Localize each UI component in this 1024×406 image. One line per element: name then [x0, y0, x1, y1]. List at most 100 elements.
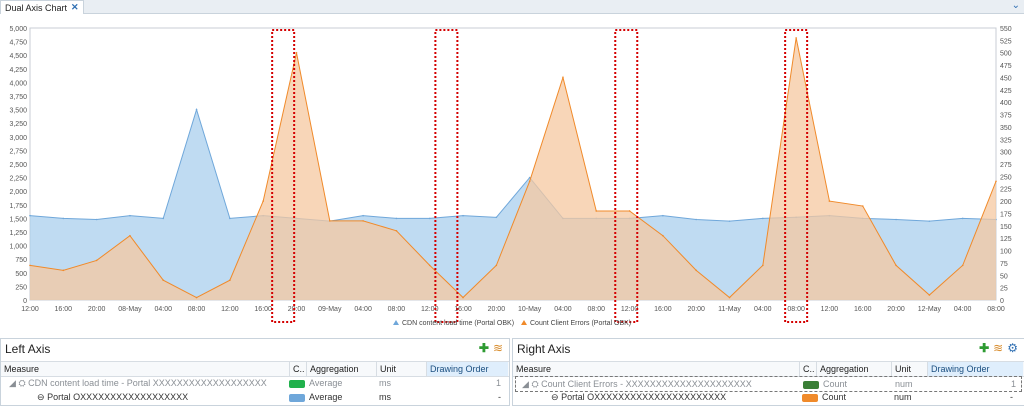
series-client-errors-point — [728, 296, 731, 299]
x-axis-tick-label: 09-May — [318, 306, 342, 313]
x-axis-tick-label: 08-May — [118, 306, 142, 313]
header-unit[interactable]: Unit — [891, 362, 927, 376]
series-client-errors-point — [462, 296, 464, 299]
settings-icon[interactable]: ⚙ — [1007, 341, 1018, 355]
add-measure-icon[interactable]: ✚ — [478, 341, 489, 355]
right-axis-tick-label: 0 — [1000, 298, 1004, 305]
right-axis-tick-label: 450 — [1000, 75, 1012, 82]
series-cdn-load-time-point — [195, 108, 198, 111]
series-cdn-load-time-point — [428, 217, 431, 220]
series-settings-icon[interactable]: ≋ — [993, 341, 1004, 355]
x-axis-tick-label: 20:00 — [88, 306, 106, 313]
series-cdn-load-time-point — [462, 214, 464, 217]
header-measure[interactable]: Measure — [4, 364, 40, 374]
series-client-errors-point — [762, 264, 764, 267]
left-row-1[interactable]: ⊖ Portal OXXXXXXXXXXXXXXXXXX Average ms … — [1, 390, 509, 404]
portal-icon: ⊖ — [37, 392, 45, 402]
series-cdn-load-time-point — [95, 218, 98, 221]
header-unit[interactable]: Unit — [376, 362, 426, 376]
header-color[interactable]: C.. — [289, 362, 306, 376]
header-drawing-order[interactable]: Drawing Order — [927, 362, 1023, 376]
series-client-errors-point — [162, 279, 165, 282]
series-cdn-load-time-point — [29, 214, 31, 217]
series-client-errors-point — [528, 180, 531, 183]
left-axis-tick-label: 4,750 — [9, 40, 27, 47]
legend-marker — [393, 320, 399, 325]
x-axis-tick-label: 12:00 — [221, 306, 239, 313]
right-axis-tick-label: 375 — [1000, 113, 1012, 120]
row-order: 1 — [1011, 379, 1017, 389]
series-cdn-load-time-point — [662, 214, 664, 217]
right-axis-tick-label: 300 — [1000, 150, 1012, 157]
color-swatch — [289, 393, 305, 402]
left-axis-tick-label: 500 — [15, 271, 27, 278]
series-client-errors-line — [29, 37, 997, 299]
series-client-errors-point — [961, 264, 964, 267]
right-axis-tick-label: 150 — [1000, 224, 1012, 231]
add-measure-icon[interactable]: ✚ — [979, 341, 990, 355]
series-client-errors-point — [229, 279, 231, 282]
series-client-errors-point — [262, 200, 264, 202]
color-swatch — [289, 379, 305, 388]
tab-bar: Dual Axis Chart ✕ ⌄ — [0, 0, 1024, 14]
close-icon[interactable]: ✕ — [71, 2, 79, 12]
right-axis-tick-label: 175 — [1000, 211, 1012, 218]
header-aggregation[interactable]: Aggregation — [306, 362, 376, 376]
left-axis-tick-label: 5,000 — [9, 26, 27, 33]
left-row-0[interactable]: ◢ ⛭ CDN content load time - Portal XXXXX… — [1, 376, 509, 390]
row-color — [802, 390, 822, 404]
left-axis-tick-label: 3,250 — [9, 121, 27, 128]
collapse-icon[interactable]: ◢ — [522, 379, 529, 389]
series-cdn-load-time-point — [395, 217, 398, 220]
right-row-1[interactable]: ⊖ Portal OXXXXXXXXXXXXXXXXXXXXXX Count n… — [513, 390, 1024, 404]
x-axis-tick-label: 16:00 — [55, 306, 73, 313]
collapse-icon[interactable]: ◢ — [9, 378, 16, 388]
left-axis-tick-label: 1,250 — [9, 230, 27, 237]
x-axis-tick-label: 12-May — [918, 306, 942, 313]
right-axis-tick-label: 125 — [1000, 236, 1012, 243]
x-axis-tick-label: 11-May — [718, 306, 741, 313]
series-client-errors-point — [395, 229, 398, 232]
series-settings-icon[interactable]: ≋ — [492, 341, 503, 355]
measure-icon: ⛭ — [531, 379, 539, 389]
chevron-down-icon[interactable]: ⌄ — [1011, 0, 1020, 11]
right-axis-tick-label: 550 — [1000, 26, 1012, 33]
right-axis-tick-label: 475 — [1000, 63, 1012, 70]
series-client-errors-point — [861, 205, 864, 207]
series-cdn-load-time-point — [728, 220, 731, 222]
right-axis-table-header: Measure C.. Aggregation Unit Drawing Ord… — [513, 361, 1024, 377]
legend-marker — [521, 320, 527, 325]
left-axis-panel: Left Axis ✚ ≋ Measure C.. Aggregation Un… — [0, 338, 510, 406]
header-measure[interactable]: Measure — [516, 364, 552, 374]
left-axis-tick-label: 3,000 — [9, 135, 27, 142]
x-axis-tick-label: 16:00 — [654, 306, 672, 313]
header-drawing-order[interactable]: Drawing Order — [426, 362, 508, 376]
right-axis-tick-label: 500 — [1000, 51, 1012, 58]
row-measure: ⊖ Portal OXXXXXXXXXXXXXXXXXXXXXX — [551, 392, 727, 402]
left-axis-tick-label: 4,000 — [9, 80, 27, 87]
series-client-errors-point — [662, 234, 664, 237]
right-row-0[interactable]: ◢ ⛭ Count Client Errors - XXXXXXXXXXXXXX… — [515, 376, 1022, 392]
x-axis-tick-label: 12:00 — [21, 306, 39, 313]
row-measure: ◢ ⛭ CDN content load time - Portal XXXXX… — [9, 378, 267, 388]
row-color — [803, 377, 823, 391]
row-color — [289, 390, 309, 404]
tab-dual-axis-chart[interactable]: Dual Axis Chart ✕ — [0, 0, 84, 14]
header-color[interactable]: C.. — [799, 362, 816, 376]
header-aggregation[interactable]: Aggregation — [816, 362, 891, 376]
series-client-errors-point — [595, 210, 598, 212]
left-axis-tick-label: 1,500 — [9, 216, 27, 223]
x-axis-tick-label: 20:00 — [288, 306, 306, 313]
right-axis-tick-label: 350 — [1000, 125, 1012, 132]
series-client-errors-point — [95, 259, 98, 262]
series-client-errors-point — [895, 264, 897, 267]
row-unit: ms — [379, 392, 391, 402]
x-axis-tick-label: 12:00 — [421, 306, 439, 313]
left-axis-tick-label: 1,750 — [9, 203, 27, 210]
left-axis-tick-label: 3,750 — [9, 94, 27, 101]
series-cdn-load-time-point — [695, 218, 698, 221]
series-client-errors-point — [695, 269, 698, 272]
right-axis-tick-label: 225 — [1000, 187, 1012, 194]
highlight-box — [271, 29, 296, 323]
row-order: - — [1010, 392, 1013, 402]
